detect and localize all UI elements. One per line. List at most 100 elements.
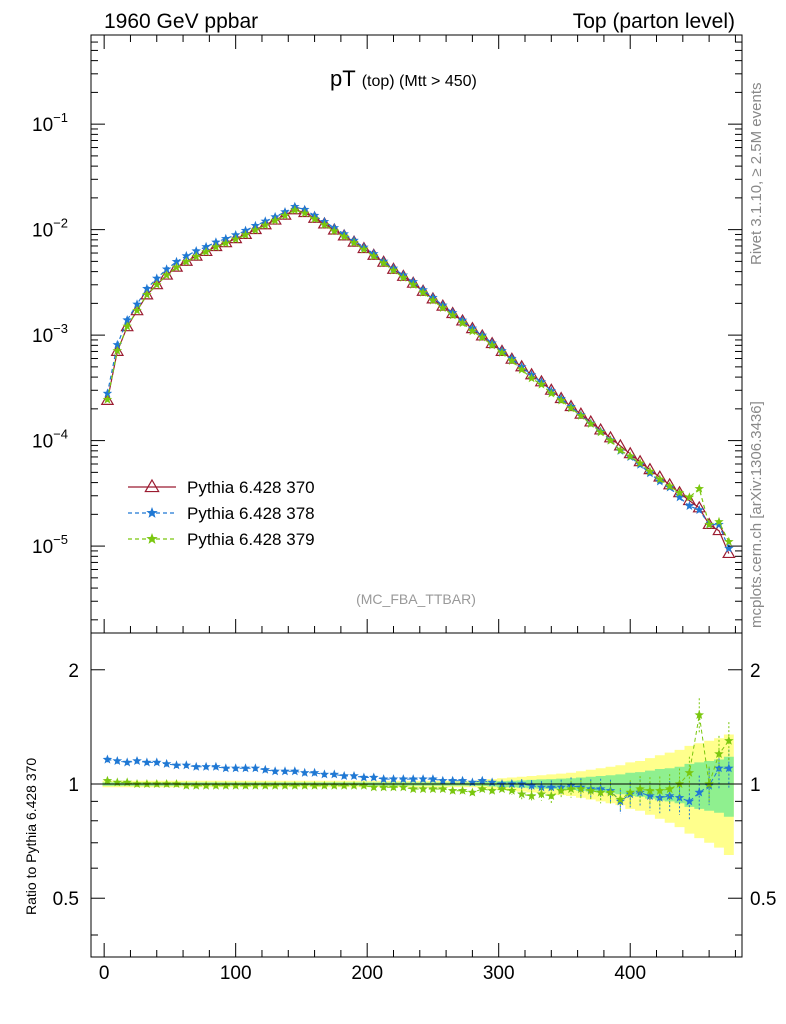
ratio-point <box>378 774 389 784</box>
ratio-point <box>319 769 330 779</box>
ratio-point <box>290 780 300 790</box>
ratio-point <box>546 791 557 800</box>
data-point <box>378 258 389 268</box>
data-point <box>487 340 497 350</box>
data-point <box>359 244 369 254</box>
ratio-point <box>625 787 635 797</box>
ratio-point <box>507 785 517 795</box>
data-point <box>556 395 566 405</box>
ratio-point <box>260 780 270 790</box>
data-point <box>457 318 468 328</box>
ratio-point <box>418 784 428 794</box>
data-point <box>309 214 320 224</box>
ratio-point <box>487 785 497 795</box>
data-point <box>724 543 734 553</box>
data-point <box>319 219 330 229</box>
ratio-point <box>349 771 359 780</box>
ratio-point <box>378 782 389 792</box>
ratio-point <box>724 735 734 745</box>
ratio-point <box>309 780 320 790</box>
ratio-point <box>635 784 645 794</box>
ratio-point <box>664 784 675 794</box>
y-tick-label: 10−2 <box>32 216 68 242</box>
data-point <box>396 269 411 281</box>
data-point <box>260 220 270 230</box>
ratio-point <box>191 780 201 790</box>
data-point <box>517 364 527 374</box>
data-point <box>290 205 300 215</box>
ratio-point <box>418 774 428 784</box>
ratio-point <box>447 785 458 795</box>
data-point <box>566 403 576 413</box>
data-point <box>546 388 557 398</box>
ratio-point <box>112 756 123 765</box>
legend-marker <box>146 533 158 544</box>
ratio-point <box>369 772 379 782</box>
legend: Pythia 6.428 370 Pythia 6.428 378 Pythia 6… <box>128 478 315 549</box>
data-point <box>280 210 290 220</box>
ratio-point <box>477 784 487 794</box>
ratio-point <box>221 780 231 790</box>
data-point <box>250 220 261 230</box>
ratio-point <box>250 763 261 773</box>
data-point <box>408 279 418 289</box>
x-tick-label: 100 <box>220 963 252 984</box>
data-point <box>722 546 736 559</box>
ratio-point <box>497 784 507 794</box>
legend-label: Pythia 6.428 370 <box>187 478 315 497</box>
ratio-point <box>408 774 418 784</box>
ratio-point <box>280 766 290 776</box>
ratio-point <box>240 763 251 773</box>
ratio-point <box>457 775 468 785</box>
series-Pythia-6428-379 <box>102 205 734 546</box>
ratio-point <box>161 758 172 768</box>
ratio-point <box>230 763 241 773</box>
legend-marker <box>146 507 158 518</box>
ratio-y-tick-label-right: 2 <box>750 661 761 682</box>
ratio-point <box>280 780 290 790</box>
legend-entry: Pythia 6.428 370 <box>128 478 315 497</box>
legend-label: Pythia 6.428 379 <box>187 530 315 549</box>
header-right: Top (parton level) <box>573 10 735 33</box>
ratio-point <box>122 757 132 767</box>
legend-entry: Pythia 6.428 379 <box>128 530 315 549</box>
ratio-point <box>526 780 537 790</box>
data-point <box>132 299 142 309</box>
ratio-point <box>300 780 310 790</box>
data-point <box>329 226 340 236</box>
data-point <box>605 435 616 445</box>
data-point <box>339 231 349 241</box>
ratio-point <box>724 763 734 773</box>
ratio-point <box>635 787 645 797</box>
ratio-point <box>595 787 606 797</box>
data-point <box>684 501 695 510</box>
data-point <box>181 256 192 266</box>
data-point <box>674 487 685 497</box>
ratio-point <box>467 787 478 797</box>
ratio-point <box>122 777 132 787</box>
ratio-point <box>477 775 487 785</box>
ratio-point <box>319 780 330 790</box>
data-point <box>250 225 261 235</box>
ratio-point <box>181 780 192 790</box>
ratio-point <box>329 780 340 790</box>
data-point <box>477 332 487 342</box>
data-point <box>112 345 123 355</box>
ratio-point <box>211 780 221 790</box>
data-point <box>240 230 251 239</box>
data-point <box>161 264 172 274</box>
data-point <box>704 519 714 529</box>
data-point <box>635 458 645 468</box>
ratio-point <box>438 775 448 785</box>
data-point <box>142 283 152 293</box>
data-point <box>664 481 675 491</box>
data-point <box>586 418 596 428</box>
y-tick-label: 10−1 <box>32 110 68 136</box>
data-point <box>161 270 172 280</box>
data-point <box>574 406 588 419</box>
data-point <box>122 315 132 325</box>
data-point <box>615 445 626 455</box>
ratio-point <box>270 780 280 790</box>
data-point <box>142 289 152 299</box>
